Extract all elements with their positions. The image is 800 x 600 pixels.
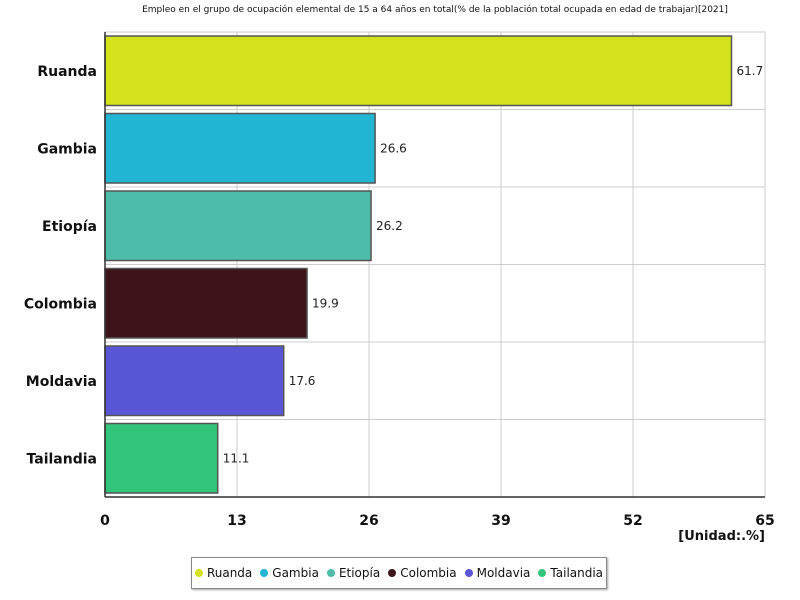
bars-group (104, 35, 733, 494)
value-labels-group: 61.7 26.6 26.2 19.9 17.6 11.1 (223, 64, 764, 466)
category-label-ruanda: Ruanda (37, 64, 97, 80)
legend: Ruanda Gambia Etiopía Colombia Moldavia Taila… (191, 557, 607, 589)
value-label-gambia: 26.6 (380, 141, 407, 155)
category-label-gambia: Gambia (37, 141, 97, 157)
value-label-etiopía: 26.2 (376, 219, 403, 233)
bar-tailandia (104, 422, 219, 494)
bar-colombia (104, 267, 308, 339)
legend-item-ruanda: Ruanda (194, 566, 253, 580)
bar-ruanda (104, 35, 733, 107)
category-label-colombia: Colombia (24, 296, 97, 312)
x-tick-label: 52 (623, 513, 642, 529)
x-tick-labels-group: 0 13 26 39 52 65 (100, 513, 775, 529)
legend-marker-icon (538, 569, 547, 577)
category-labels-group: Ruanda Gambia Etiopía Colombia Moldavia Taila… (24, 64, 97, 468)
x-tick-label: 65 (755, 513, 774, 529)
legend-marker-icon (388, 569, 397, 577)
legend-item-etiopía: Etiopía (326, 566, 381, 580)
value-label-tailandia: 11.1 (223, 451, 250, 465)
chart-title: Empleo en el grupo de ocupación elementa… (142, 5, 728, 15)
legend-marker-icon (326, 569, 335, 577)
legend-marker-icon (464, 569, 473, 577)
unit-label: [Unidad:.%] (678, 529, 765, 544)
category-label-etiopía: Etiopía (42, 219, 97, 235)
x-tick-label: 39 (491, 513, 510, 529)
legend-marker-icon (194, 569, 203, 577)
x-tick-label: 13 (227, 513, 246, 529)
legend-item-colombia: Colombia (388, 566, 457, 580)
legend-label: Colombia (400, 566, 457, 580)
legend-label: Tailandia (550, 566, 604, 580)
bar-gambia (104, 112, 376, 184)
legend-label: Gambia (272, 566, 319, 580)
legend-marker-icon (260, 569, 269, 577)
value-label-ruanda: 61.7 (736, 64, 763, 78)
legend-item-tailandia: Tailandia (538, 566, 603, 580)
value-label-moldavia: 17.6 (289, 374, 316, 388)
legend-label: Ruanda (206, 566, 253, 580)
category-label-tailandia: Tailandia (27, 451, 97, 467)
legend-item-gambia: Gambia (260, 566, 319, 580)
x-tick-label: 26 (359, 513, 378, 529)
legend-label: Moldavia (476, 566, 531, 580)
bar-moldavia (104, 345, 285, 417)
bar-etiopía (104, 190, 372, 262)
legend-label: Etiopía (338, 566, 381, 580)
value-label-colombia: 19.9 (312, 296, 339, 310)
category-label-moldavia: Moldavia (26, 374, 97, 390)
legend-item-moldavia: Moldavia (464, 566, 531, 580)
x-tick-label: 0 (100, 513, 110, 529)
